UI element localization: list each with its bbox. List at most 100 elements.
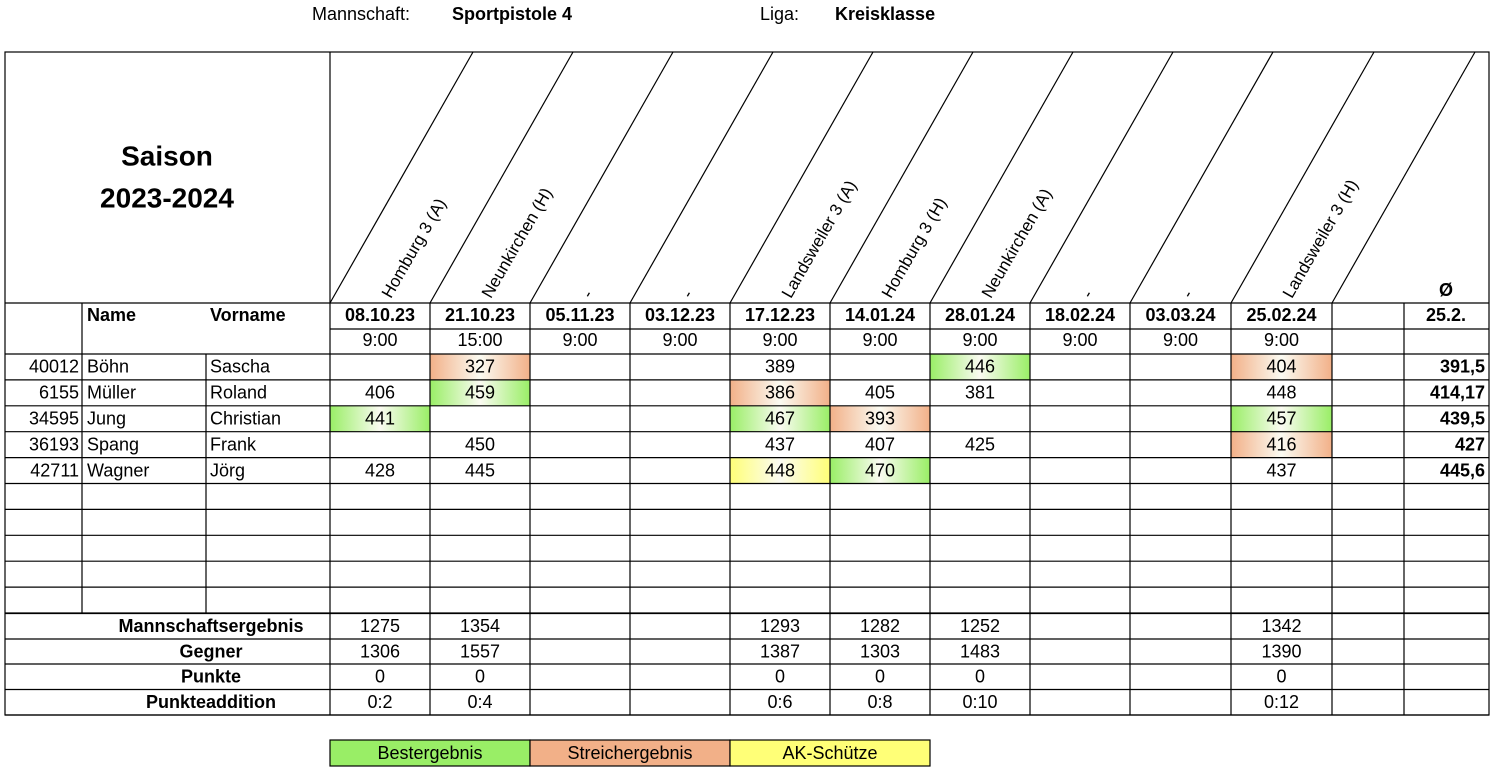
summary-value: 1557: [460, 641, 500, 661]
summary-value: 0: [375, 667, 385, 687]
score: 459: [465, 383, 495, 403]
match-time: 9:00: [562, 330, 597, 350]
grid-line: [1129, 51, 1274, 304]
summary-value: 1252: [960, 616, 1000, 636]
legend-label: AK-Schütze: [782, 743, 877, 763]
match-date: 05.11.23: [545, 305, 614, 325]
summary-value: 1483: [960, 641, 1000, 661]
grid-line: [1029, 51, 1174, 304]
opponent: -: [1178, 287, 1197, 301]
summary-value: 0: [775, 667, 785, 687]
opponent: Neunkirchen (A): [978, 185, 1056, 301]
league-label: Liga:: [760, 4, 799, 24]
summary-value: 1390: [1261, 641, 1301, 661]
summary-label: Mannschaftsergebnis: [118, 616, 303, 636]
player-name: Müller: [87, 383, 136, 403]
match-time: 9:00: [1062, 330, 1097, 350]
player-first-name: Roland: [210, 383, 267, 403]
score: 457: [1266, 409, 1296, 429]
league: Kreisklasse: [835, 4, 935, 24]
player-id: 40012: [29, 357, 79, 377]
score: 467: [765, 409, 795, 429]
summary-value: 1306: [360, 641, 400, 661]
opponent: Landsweiler 3 (H): [1279, 176, 1362, 301]
score: 437: [1266, 460, 1296, 480]
summary-label: Punkte: [181, 667, 241, 687]
summary-value: 0: [875, 667, 885, 687]
grid-line: [929, 51, 1074, 304]
score: 445: [465, 460, 495, 480]
player-average: 414,17: [1430, 383, 1485, 403]
opponent: -: [678, 287, 697, 301]
summary-value: 1282: [860, 616, 900, 636]
player-average: 391,5: [1440, 357, 1485, 377]
summary-value: 0:2: [367, 692, 392, 712]
grid-line: [1331, 51, 1476, 304]
summary-value: 0:12: [1264, 692, 1299, 712]
player-id: 36193: [29, 434, 79, 454]
legend-swatch: [729, 739, 931, 767]
match-date: 18.02.24: [1045, 305, 1115, 325]
score: 406: [365, 383, 395, 403]
player-average: 439,5: [1440, 409, 1485, 429]
score: 441: [365, 409, 395, 429]
player-first-name: Sascha: [210, 357, 271, 377]
summary-value: 0:10: [962, 692, 997, 712]
score: 437: [765, 434, 795, 454]
opponent: Homburg 3 (A): [378, 195, 450, 301]
summary-value: 1342: [1261, 616, 1301, 636]
marked-cell: [730, 457, 830, 484]
player-first-name: Frank: [210, 434, 257, 454]
player-name: Spang: [87, 434, 139, 454]
match-time: 9:00: [1264, 330, 1299, 350]
summary-value: 0: [1276, 667, 1286, 687]
match-date: 08.10.23: [345, 305, 415, 325]
summary-value: 1354: [460, 616, 500, 636]
summary-value: 1387: [760, 641, 800, 661]
player-first-name: Christian: [210, 409, 281, 429]
grid-line: [429, 51, 574, 304]
score: 407: [865, 434, 895, 454]
marked-cell: [830, 457, 930, 484]
player-id: 34595: [29, 409, 79, 429]
marked-cell: [430, 354, 530, 380]
match-date: 21.10.23: [445, 305, 515, 325]
player-name: Böhn: [87, 357, 129, 377]
marked-cell: [430, 379, 530, 406]
summary-value: 1303: [860, 641, 900, 661]
score: 470: [865, 460, 895, 480]
match-date: 03.12.23: [645, 305, 715, 325]
match-time: 9:00: [362, 330, 397, 350]
score: 448: [1266, 383, 1296, 403]
player-id: 6155: [39, 383, 79, 403]
marked-cell: [730, 379, 830, 406]
legend-label: Streichergebnis: [567, 743, 692, 763]
player-id: 42711: [30, 460, 79, 480]
legend-label: Bestergebnis: [377, 743, 482, 763]
score: 389: [765, 357, 795, 377]
match-date: 28.01.24: [945, 305, 1015, 325]
score: 404: [1266, 357, 1296, 377]
marked-cell: [830, 405, 930, 432]
match-time: 9:00: [762, 330, 797, 350]
opponent: Neunkirchen (H): [478, 185, 556, 302]
marked-cell: [1231, 405, 1332, 432]
opponent: Landsweiler 3 (A): [778, 177, 861, 301]
summary-value: 0:6: [767, 692, 792, 712]
average-header: Ø: [1439, 280, 1453, 300]
match-time: 15:00: [457, 330, 502, 350]
team: Sportpistole 4: [452, 4, 572, 24]
marked-cell: [1231, 431, 1332, 458]
summary-value: 1293: [760, 616, 800, 636]
team-label: Mannschaft:: [312, 4, 410, 24]
score: 393: [865, 409, 895, 429]
grid-line: [329, 51, 474, 304]
opponent: -: [1078, 287, 1097, 301]
legend-swatch: [329, 739, 531, 767]
season-years: 2023-2024: [100, 182, 234, 213]
score: 416: [1266, 434, 1296, 454]
player-first-name: Jörg: [210, 460, 245, 480]
summary-value: 0: [975, 667, 985, 687]
match-date: 17.12.23: [745, 305, 815, 325]
